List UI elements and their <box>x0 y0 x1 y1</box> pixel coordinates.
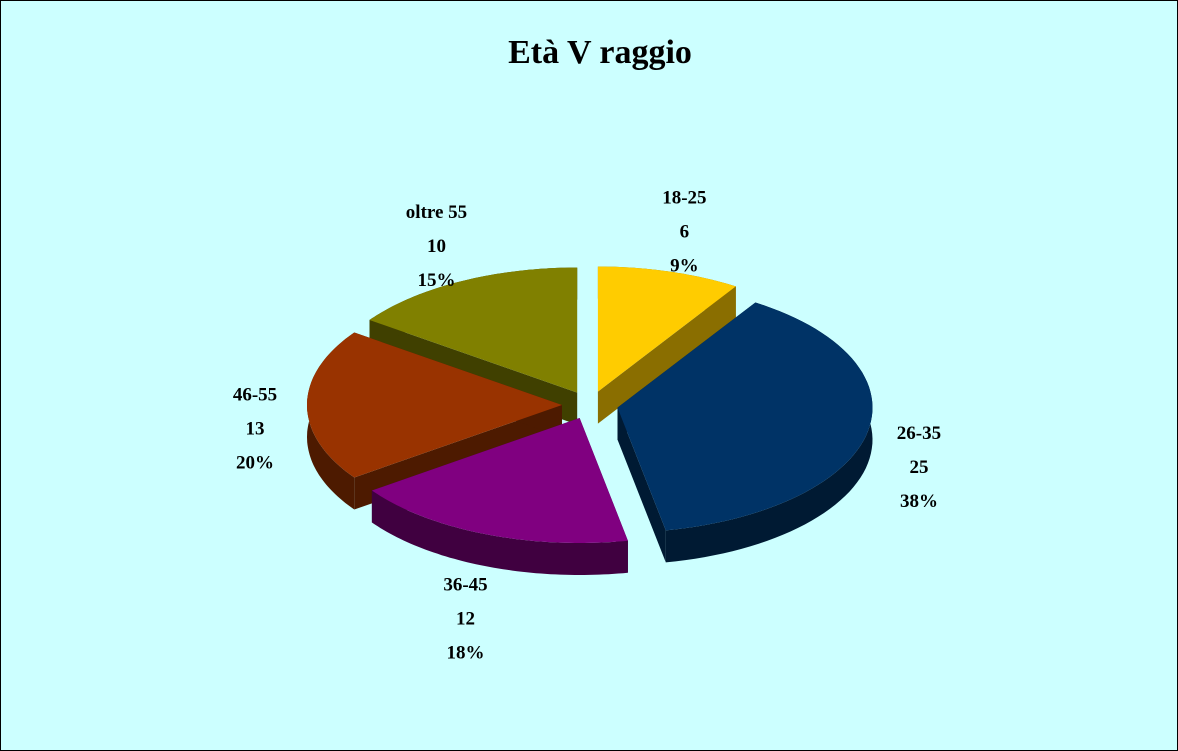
pie-slice <box>617 302 873 563</box>
slice-top <box>371 418 628 543</box>
pie-slice <box>597 266 736 424</box>
pie-slice <box>307 332 562 510</box>
slice-top <box>369 267 578 393</box>
data-label: 6 <box>680 222 690 243</box>
slice-wall <box>371 490 628 575</box>
slice-wall <box>665 302 873 563</box>
slice-top <box>597 266 736 392</box>
pie-slice <box>371 418 628 575</box>
data-label: 12 <box>456 609 475 630</box>
data-label: 18% <box>446 643 484 664</box>
data-label: oltre 55 <box>406 202 467 223</box>
slice-side <box>597 286 736 424</box>
data-label: 46-55 <box>233 384 277 405</box>
data-label: 13 <box>246 418 265 439</box>
data-label: 26-35 <box>897 423 941 444</box>
data-label: 10 <box>427 236 446 257</box>
data-label: 9% <box>670 256 699 277</box>
slice-side <box>617 407 666 563</box>
data-label: 38% <box>900 491 938 512</box>
data-label: 36-45 <box>443 575 487 596</box>
slice-top <box>617 302 873 531</box>
data-label: 20% <box>236 452 274 473</box>
data-label: 18-25 <box>662 188 706 209</box>
data-label: 15% <box>417 270 455 291</box>
chart-title: Età V raggio <box>508 34 692 71</box>
data-label: 25 <box>909 457 928 478</box>
slice-top <box>307 332 562 478</box>
